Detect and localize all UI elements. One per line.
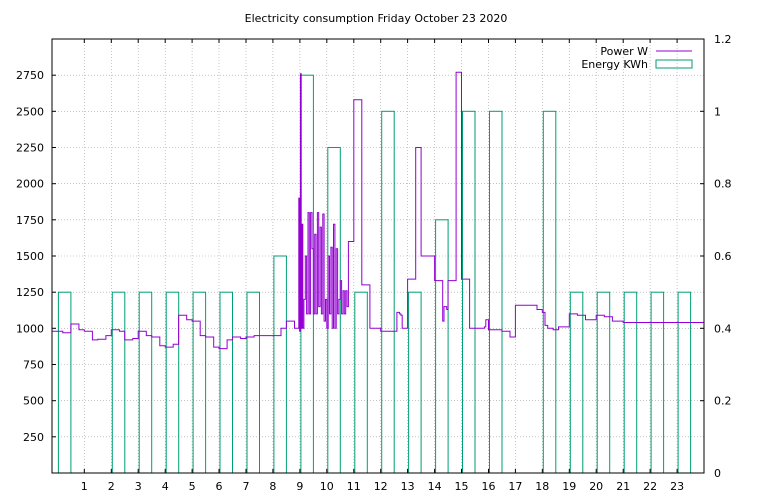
x-tick-label: 6	[216, 480, 223, 493]
x-tick-label: 18	[535, 480, 549, 493]
y-tick-label: 2500	[16, 105, 44, 118]
x-tick-label: 17	[508, 480, 522, 493]
grid-layer	[52, 39, 704, 473]
x-tick-label: 11	[347, 480, 361, 493]
y-tick-label: 750	[23, 359, 44, 372]
x-tick-label: 15	[455, 480, 469, 493]
energy-bar	[489, 110, 503, 474]
x-tick-label: 14	[428, 480, 442, 493]
y2-tick-label: 0.2	[714, 395, 732, 408]
x-tick-label: 12	[374, 480, 388, 493]
x-tick-label: 5	[189, 480, 196, 493]
energy-bar	[381, 110, 395, 474]
y2-tick-label: 0.6	[714, 250, 732, 263]
y-tick-label: 500	[23, 395, 44, 408]
energy-bar	[408, 291, 422, 474]
energy-bar	[623, 291, 638, 474]
tick-layer: 1 2 3 4 5 6 7 8 9 10 11 12 13 14 15 16 17 18 19 20 21 22 23250…	[16, 33, 732, 493]
y-tick-label: 2750	[16, 69, 44, 82]
energy-bar	[246, 291, 260, 474]
energy-series	[57, 74, 692, 474]
energy-bar	[354, 291, 368, 474]
y-tick-label: 1500	[16, 250, 44, 263]
x-tick-label: 21	[616, 480, 630, 493]
power-series	[52, 71, 704, 350]
x-tick-label: 4	[162, 480, 169, 493]
plot-frame	[51, 38, 705, 474]
legend-energy-label: Energy KWh	[581, 58, 648, 71]
x-tick-label: 8	[269, 480, 276, 493]
x-tick-label: 22	[643, 480, 657, 493]
x-tick-label: 3	[135, 480, 142, 493]
legend-power-label: Power W	[600, 45, 648, 58]
x-tick-label: 23	[670, 480, 684, 493]
chart-title: Electricity consumption Friday October 2…	[245, 12, 508, 25]
x-tick-label: 19	[562, 480, 576, 493]
energy-bar	[677, 291, 692, 474]
energy-bar	[165, 291, 180, 474]
x-tick-label: 20	[589, 480, 603, 493]
x-tick-label: 16	[482, 480, 496, 493]
y2-tick-label: 0	[714, 467, 721, 480]
y2-tick-label: 1	[714, 105, 721, 118]
y-tick-label: 2000	[16, 178, 44, 191]
x-tick-label: 1	[81, 480, 88, 493]
x-tick-label: 13	[401, 480, 415, 493]
y-tick-label: 1250	[16, 286, 44, 299]
y2-tick-label: 0.4	[714, 322, 732, 335]
energy-bar	[138, 291, 153, 474]
y-tick-label: 1750	[16, 214, 44, 227]
energy-bar	[111, 291, 126, 474]
y-tick-label: 2250	[16, 142, 44, 155]
y-tick-label: 1000	[16, 322, 44, 335]
power-line	[52, 71, 704, 350]
legend-energy-swatch	[655, 59, 693, 69]
y2-tick-label: 0.8	[714, 178, 732, 191]
y2-tick-label: 1.2	[714, 33, 732, 46]
y-tick-label: 250	[23, 431, 44, 444]
energy-bar	[219, 291, 233, 474]
energy-bar	[650, 291, 665, 474]
x-tick-label: 7	[243, 480, 250, 493]
energy-bar	[435, 219, 449, 474]
x-tick-label: 2	[108, 480, 115, 493]
legend: Power W Energy KWh	[581, 45, 693, 71]
energy-bar	[57, 291, 72, 474]
x-tick-label: 9	[296, 480, 303, 493]
energy-bar	[462, 110, 476, 474]
energy-bar	[192, 291, 207, 474]
x-tick-label: 10	[320, 480, 334, 493]
energy-bar	[596, 291, 611, 474]
energy-bar	[569, 291, 584, 474]
